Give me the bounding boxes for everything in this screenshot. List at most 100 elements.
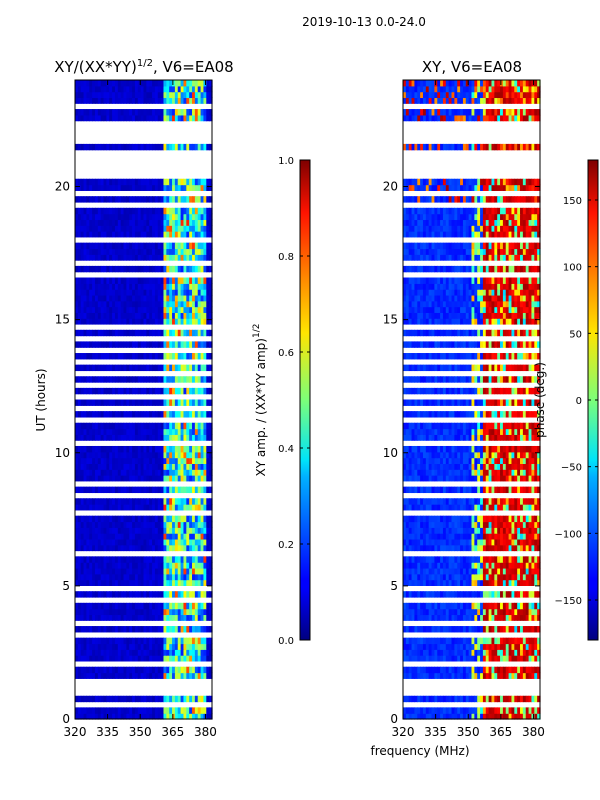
amplitude-cell	[83, 178, 88, 186]
amplitude-cell	[123, 399, 127, 406]
amplitude-cell	[172, 695, 176, 703]
amplitude-cell	[77, 666, 82, 674]
amplitude-cell	[154, 376, 159, 383]
amplitude-cell	[100, 364, 105, 372]
phase-cell	[411, 614, 416, 621]
phase-cell	[534, 614, 538, 621]
amplitude-cell	[112, 445, 116, 453]
amplitude-cell	[177, 399, 182, 406]
phase-cell	[520, 475, 524, 482]
amplitude-cell	[117, 254, 122, 261]
amplitude-cell	[109, 277, 113, 284]
phase-cell	[488, 591, 493, 598]
phase-cell	[465, 521, 470, 528]
amplitude-cell	[169, 445, 173, 453]
amplitude-cell	[126, 666, 130, 674]
phase-cell	[440, 713, 444, 720]
phase-cell	[534, 579, 538, 586]
amplitude-cell	[183, 318, 187, 325]
amplitude-cell	[97, 231, 102, 238]
amplitude-cell	[86, 666, 90, 674]
phase-cell	[445, 521, 450, 528]
amplitude-cell	[157, 445, 162, 453]
amplitude-cell	[92, 353, 96, 360]
amplitude-cell	[75, 306, 79, 313]
phase-cell	[428, 562, 433, 569]
amplitude-cell	[80, 643, 85, 650]
phase-cell	[474, 643, 478, 650]
amplitude-cell	[180, 486, 185, 494]
phase-cell	[428, 515, 433, 523]
amplitude-cell	[197, 376, 202, 383]
amplitude-cell	[186, 213, 190, 221]
amplitude-cell	[149, 109, 153, 116]
amplitude-cell	[206, 567, 210, 575]
phase-cell	[537, 515, 541, 523]
amplitude-cell	[134, 591, 139, 598]
amplitude-cell	[186, 666, 190, 674]
amplitude-cell	[154, 579, 159, 586]
phase-cell	[451, 533, 455, 540]
amplitude-cell	[209, 399, 213, 406]
phase-cell	[505, 573, 510, 581]
amplitude-cell	[123, 672, 127, 679]
phase-cell	[491, 591, 495, 598]
phase-cell	[474, 515, 478, 523]
amplitude-cell	[140, 213, 145, 221]
amplitude-cell	[177, 225, 182, 232]
amplitude-cell	[140, 515, 145, 523]
amplitude-cell	[106, 300, 110, 308]
phase-cell	[531, 504, 535, 511]
phase-cell	[451, 527, 455, 534]
phase-cell	[502, 608, 507, 616]
amplitude-cell	[203, 300, 207, 308]
amplitude-cell	[106, 707, 110, 714]
amplitude-cell	[83, 469, 88, 476]
phase-cell	[420, 707, 424, 714]
amplitude-cell	[129, 91, 133, 99]
phase-cell	[480, 591, 484, 598]
amplitude-cell	[192, 655, 196, 662]
amplitude-cell	[106, 579, 110, 586]
amplitude-cell	[86, 213, 90, 221]
amplitude-cell	[140, 265, 145, 273]
amplitude-cell	[177, 544, 182, 552]
amplitude-cell	[174, 364, 179, 372]
amplitude-cell	[134, 649, 139, 656]
amplitude-cell	[97, 289, 102, 296]
amplitude-cell	[114, 666, 119, 674]
phase-cell	[411, 655, 416, 662]
amplitude-cell	[186, 97, 190, 104]
amplitude-cell	[77, 231, 82, 238]
amplitude-cell	[206, 538, 210, 546]
amplitude-cell	[180, 626, 185, 633]
amplitude-cell	[132, 475, 136, 482]
phase-cell	[465, 655, 470, 662]
phase-cell	[485, 637, 490, 645]
amplitude-cell	[200, 312, 205, 319]
amplitude-cell	[132, 318, 136, 325]
amplitude-cell	[106, 695, 110, 703]
amplitude-cell	[197, 306, 202, 313]
amplitude-cell	[166, 143, 170, 151]
phase-cell	[445, 579, 450, 586]
amplitude-cell	[94, 219, 99, 226]
phase-cell	[451, 469, 455, 476]
phase-cell	[528, 637, 533, 645]
amplitude-cell	[166, 591, 170, 598]
amplitude-cell	[97, 318, 102, 325]
amplitude-cell	[103, 207, 107, 215]
amplitude-cell	[172, 80, 176, 87]
phase-cell	[477, 475, 481, 482]
amplitude-cell	[197, 573, 202, 581]
amplitude-cell	[180, 533, 185, 540]
amplitude-cell	[100, 469, 105, 476]
phase-cell	[414, 649, 418, 656]
amplitude-cell	[163, 643, 167, 650]
amplitude-cell	[197, 341, 202, 348]
amplitude-cell	[100, 538, 105, 546]
amplitude-cell	[140, 562, 145, 569]
amplitude-cell	[209, 521, 213, 528]
amplitude-cell	[157, 387, 162, 395]
amplitude-cell	[154, 329, 159, 337]
